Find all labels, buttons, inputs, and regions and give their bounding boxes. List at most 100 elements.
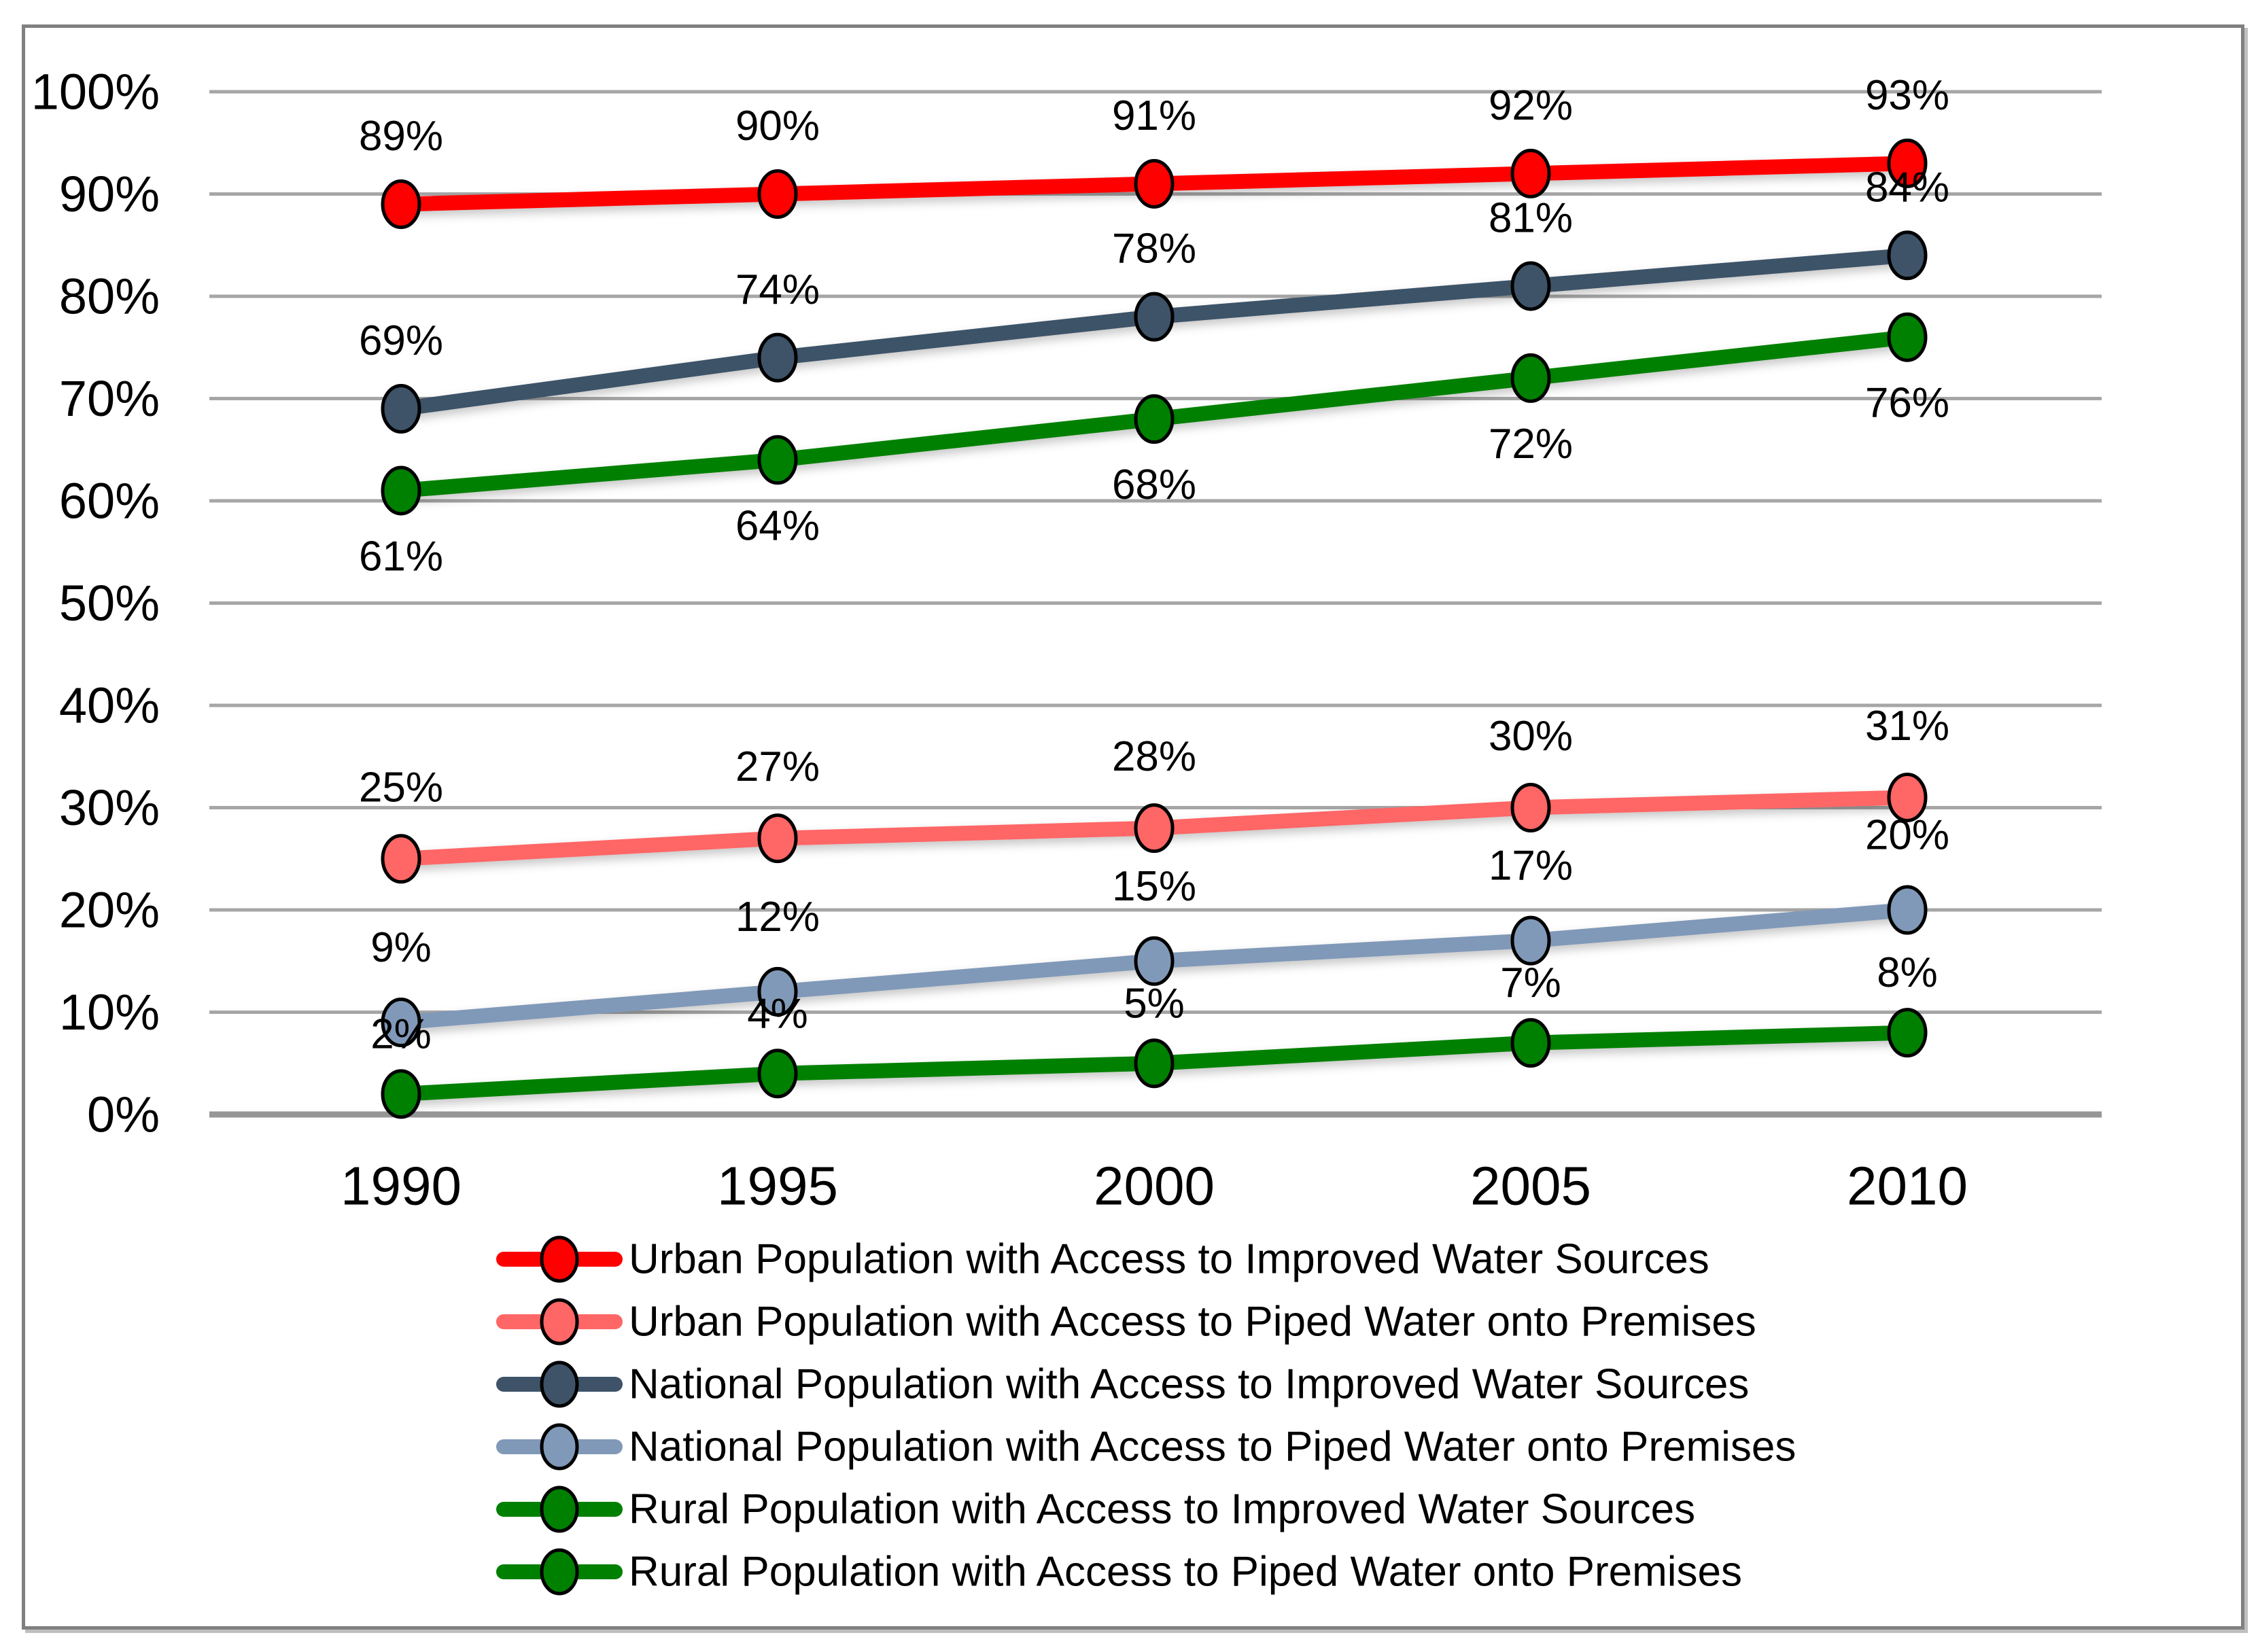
data-label: 64% [735,502,820,549]
x-axis-tick-label: 2005 [1470,1156,1591,1216]
data-label: 25% [359,764,443,811]
data-point-marker [1510,353,1551,403]
legend-marker-dot [540,1548,579,1596]
data-label: 93% [1865,72,1949,119]
data-point-marker [1510,261,1551,311]
data-point-marker [1134,803,1175,854]
legend-item: Urban Population with Access to Piped Wa… [496,1298,1756,1346]
y-axis-tick-label: 100% [31,64,160,120]
legend-marker-dot [540,1423,579,1471]
legend-label: Rural Population with Access to Piped Wa… [629,1549,1742,1596]
data-label: 69% [359,317,443,364]
data-label: 81% [1489,194,1573,241]
legend-label: Urban Population with Access to Improved… [629,1236,1709,1283]
x-axis-tick-label: 1990 [341,1156,462,1216]
legend-marker-dot [540,1298,579,1346]
data-label: 61% [359,533,443,580]
series-3: 69% 74% 78% 81% 84% [359,164,1949,434]
series-6: 2% 4% 5% 7% 8% [370,949,1938,1119]
data-point-marker [381,179,421,230]
data-point-marker [1510,148,1551,198]
data-point-marker [1134,158,1175,209]
legend-marker-dot [540,1360,579,1408]
legend-marker-dot [540,1235,579,1283]
series-4: 9% 12% 15% 17% 20% [370,812,1949,1048]
data-point-marker [1510,1018,1551,1068]
y-axis-tick-label: 50% [59,575,160,631]
series-2: 25% 27% 28% 30% 31% [359,703,1949,884]
data-point-marker [381,834,421,884]
data-label: 4% [747,990,808,1037]
legend-item: National Population with Access to Piped… [496,1423,1796,1471]
data-point-marker [1887,138,1928,188]
data-point-marker [1134,394,1175,444]
data-label: 9% [370,924,432,971]
legend-label: Urban Population with Access to Piped Wa… [629,1299,1756,1346]
data-point-marker [757,813,798,864]
series-5: 61% 64% 68% 72% 76% [359,312,1949,580]
y-axis-tick-label: 90% [59,166,160,222]
data-label: 84% [1865,164,1949,211]
y-axis-tick-label: 20% [59,882,160,938]
legend-marker-dot [540,1486,579,1533]
x-axis-tick-label: 2010 [1847,1156,1968,1216]
data-label: 28% [1112,733,1196,780]
data-label: 30% [1489,713,1573,760]
x-axis-tick-label: 1995 [717,1156,838,1216]
data-point-marker [1134,936,1175,986]
y-axis-tick-label: 70% [59,370,160,427]
data-point-marker [1887,230,1928,281]
y-axis-tick-label: 0% [87,1087,160,1143]
data-point-marker [757,169,798,219]
data-label: 90% [735,103,820,150]
y-axis-tick-label: 40% [59,678,160,734]
data-label: 20% [1865,812,1949,859]
data-point-marker [1134,1038,1175,1089]
data-point-marker [381,998,421,1048]
legend-item: Rural Population with Access to Piped Wa… [496,1548,1742,1596]
data-label: 89% [359,113,443,160]
legend-item: National Population with Access to Impro… [496,1360,1749,1408]
x-axis-tick-labels: 1990 1995 2000 2005 2010 [341,1156,1968,1216]
series-1: 89% 90% 91% 92% 93% [359,72,1949,230]
data-point-marker [1510,915,1551,966]
y-axis-tick-label: 60% [59,473,160,529]
legend-item: Urban Population with Access to Improved… [496,1235,1709,1283]
y-axis-tick-label: 80% [59,268,160,325]
data-label: 74% [735,266,820,313]
legend: Urban Population with Access to Improved… [496,1235,1796,1596]
data-label: 92% [1489,82,1573,129]
legend-label: National Population with Access to Piped… [629,1424,1796,1471]
data-point-marker [757,966,798,1017]
data-point-marker [757,332,798,383]
data-label: 31% [1865,703,1949,750]
data-label: 15% [1112,863,1196,910]
data-point-marker [1887,885,1928,935]
legend-label: National Population with Access to Impro… [629,1361,1749,1408]
data-point-marker [1887,1008,1928,1058]
data-point-marker [1887,312,1928,362]
x-axis-tick-label: 2000 [1094,1156,1215,1216]
data-label: 72% [1489,421,1573,468]
y-axis-tick-label: 30% [59,779,160,836]
data-label: 2% [370,1010,432,1057]
legend-item: Rural Population with Access to Improved… [496,1486,1695,1533]
data-label: 7% [1500,960,1561,1006]
data-point-marker [381,384,421,434]
data-label: 68% [1112,461,1196,508]
data-label: 78% [1112,226,1196,273]
data-point-marker [381,465,421,516]
data-point-marker [1887,772,1928,822]
data-label: 12% [735,894,820,941]
data-label: 76% [1865,380,1949,427]
data-label: 91% [1112,92,1196,139]
y-axis-tick-label: 10% [59,984,160,1040]
data-label: 5% [1124,980,1185,1027]
data-point-marker [1134,292,1175,342]
y-axis-tick-labels: 0% 10% 20% 30% 40% 50% 60% 70% 80% 90% 100% [31,64,160,1143]
data-point-marker [381,1069,421,1119]
data-point-marker [757,1049,798,1099]
legend-label: Rural Population with Access to Improved… [629,1486,1695,1533]
